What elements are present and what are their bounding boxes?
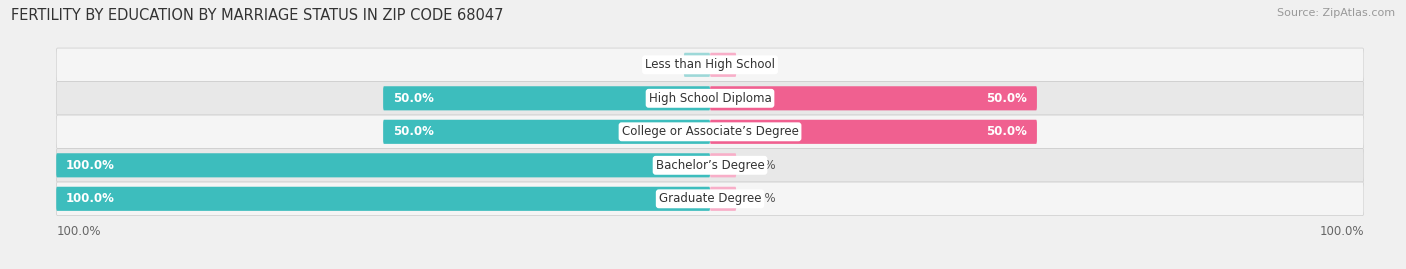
FancyBboxPatch shape <box>710 53 737 77</box>
Text: Less than High School: Less than High School <box>645 58 775 71</box>
Text: 50.0%: 50.0% <box>392 125 434 138</box>
Text: High School Diploma: High School Diploma <box>648 92 772 105</box>
Text: 50.0%: 50.0% <box>986 92 1028 105</box>
Text: 0.0%: 0.0% <box>747 159 776 172</box>
FancyBboxPatch shape <box>382 120 710 144</box>
FancyBboxPatch shape <box>56 148 1364 182</box>
Text: 100.0%: 100.0% <box>66 159 115 172</box>
Text: 0.0%: 0.0% <box>644 58 673 71</box>
FancyBboxPatch shape <box>710 187 737 211</box>
FancyBboxPatch shape <box>683 53 710 77</box>
FancyBboxPatch shape <box>56 115 1364 148</box>
FancyBboxPatch shape <box>56 48 1364 82</box>
Text: Source: ZipAtlas.com: Source: ZipAtlas.com <box>1277 8 1395 18</box>
FancyBboxPatch shape <box>382 86 710 110</box>
Text: 50.0%: 50.0% <box>392 92 434 105</box>
Text: 50.0%: 50.0% <box>986 125 1028 138</box>
Text: Bachelor’s Degree: Bachelor’s Degree <box>655 159 765 172</box>
Text: Graduate Degree: Graduate Degree <box>659 192 761 205</box>
Text: 100.0%: 100.0% <box>66 192 115 205</box>
Text: 0.0%: 0.0% <box>747 192 776 205</box>
FancyBboxPatch shape <box>56 153 710 177</box>
Text: College or Associate’s Degree: College or Associate’s Degree <box>621 125 799 138</box>
FancyBboxPatch shape <box>710 153 737 177</box>
Text: FERTILITY BY EDUCATION BY MARRIAGE STATUS IN ZIP CODE 68047: FERTILITY BY EDUCATION BY MARRIAGE STATU… <box>11 8 503 23</box>
FancyBboxPatch shape <box>56 182 1364 215</box>
Text: 0.0%: 0.0% <box>747 58 776 71</box>
FancyBboxPatch shape <box>56 82 1364 115</box>
FancyBboxPatch shape <box>56 187 710 211</box>
FancyBboxPatch shape <box>710 120 1038 144</box>
FancyBboxPatch shape <box>710 86 1038 110</box>
